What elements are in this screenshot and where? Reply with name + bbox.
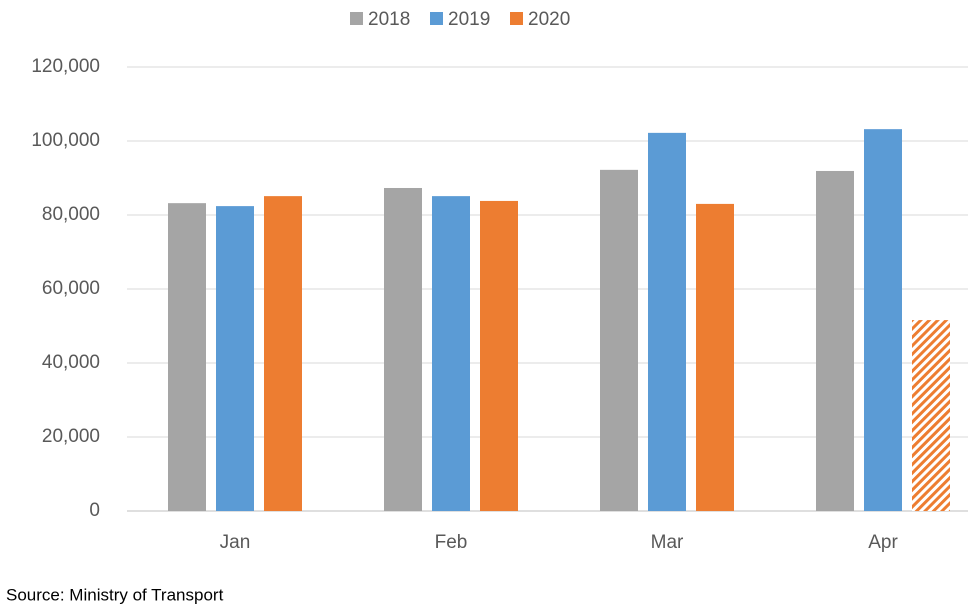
- legend-label: 2020: [528, 9, 570, 30]
- legend-swatch: [350, 12, 363, 25]
- y-tick-label: 0: [89, 500, 100, 521]
- legend-swatch: [510, 12, 523, 25]
- y-tick-label: 100,000: [31, 130, 100, 151]
- bar: [864, 129, 902, 511]
- bar: [480, 200, 518, 511]
- bar: [432, 196, 470, 511]
- bar: [384, 187, 422, 512]
- y-tick-label: 20,000: [42, 426, 100, 447]
- legend-swatch: [430, 12, 443, 25]
- bar: [216, 206, 254, 511]
- y-tick-label: 120,000: [31, 56, 100, 77]
- y-tick-label: 80,000: [42, 204, 100, 225]
- source-note: Source: Ministry of Transport: [6, 585, 224, 604]
- bar: [696, 203, 734, 511]
- y-tick-label: 60,000: [42, 278, 100, 299]
- x-tick-label: Apr: [868, 532, 898, 553]
- bar: [816, 170, 854, 511]
- bar: [648, 132, 686, 512]
- bar: [912, 320, 950, 511]
- legend-label: 2018: [368, 9, 410, 30]
- y-tick-label: 40,000: [42, 352, 100, 373]
- x-tick-label: Feb: [435, 532, 468, 553]
- x-tick-label: Jan: [220, 532, 251, 553]
- bar: [600, 169, 638, 512]
- legend-label: 2019: [448, 9, 490, 30]
- bar: [168, 203, 206, 511]
- bar: [264, 196, 302, 511]
- x-tick-label: Mar: [651, 532, 684, 553]
